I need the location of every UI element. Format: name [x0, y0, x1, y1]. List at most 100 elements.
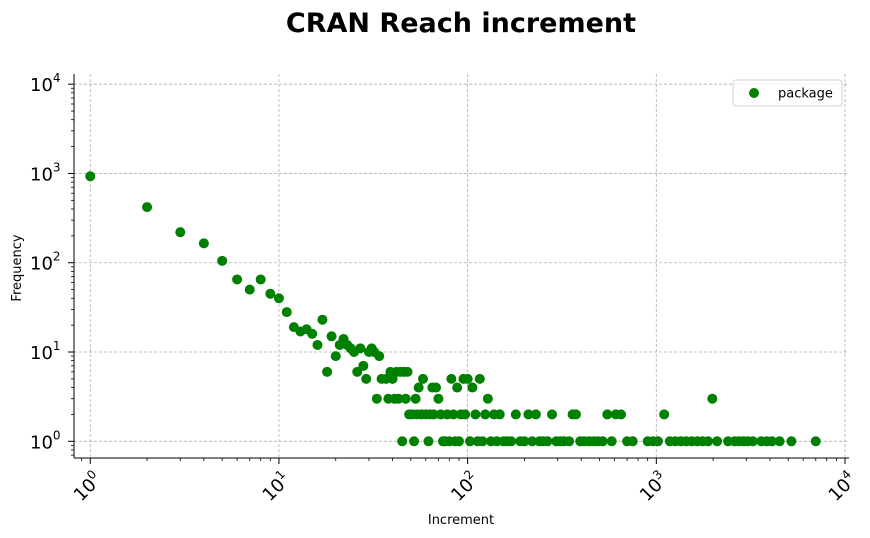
y-tick-exponent: 4 [53, 71, 61, 85]
data-point [547, 409, 558, 420]
data-point [142, 202, 153, 213]
data-point [477, 436, 488, 447]
data-point [175, 227, 186, 238]
data-point [265, 288, 276, 299]
legend: package [732, 79, 843, 107]
y-tick-label: 103 [30, 160, 61, 185]
y-tick-label: 104 [30, 71, 61, 96]
data-point [417, 373, 428, 384]
data-point [317, 314, 328, 325]
y-tick-base: 10 [30, 254, 53, 275]
grid-layer [74, 74, 849, 458]
data-point [358, 360, 369, 371]
y-tick-base: 10 [30, 164, 53, 185]
x-tick-text: 100 [68, 467, 107, 506]
data-point [786, 436, 797, 447]
data-point [659, 409, 670, 420]
data-point [453, 436, 464, 447]
data-point [198, 238, 209, 249]
data-point [217, 255, 228, 266]
legend-marker [749, 88, 759, 98]
data-point [570, 409, 581, 420]
data-point [423, 436, 434, 447]
data-point [255, 274, 266, 285]
data-point [527, 436, 538, 447]
data-point [371, 393, 382, 404]
data-point [273, 293, 284, 304]
data-point [606, 436, 617, 447]
data-point [774, 436, 785, 447]
data-point [397, 436, 408, 447]
data-point [402, 366, 413, 377]
data-point [810, 436, 821, 447]
data-point [433, 393, 444, 404]
data-point [465, 436, 476, 447]
y-tick-label: 102 [30, 250, 61, 275]
x-tick-label: 103 [634, 467, 673, 506]
x-tick-text: 102 [445, 467, 484, 506]
chart-title: CRAN Reach increment [286, 8, 636, 39]
data-point [542, 436, 553, 447]
y-tick-base: 10 [30, 343, 53, 364]
data-point [330, 351, 341, 362]
data-point [564, 436, 575, 447]
data-point [85, 171, 96, 182]
x-tick-label: 104 [825, 467, 856, 506]
y-tick-exponent: 2 [53, 250, 61, 264]
y-tick-exponent: 0 [53, 428, 61, 442]
data-point [462, 373, 473, 384]
data-point [326, 331, 337, 342]
data-point [312, 339, 323, 350]
data-point [361, 373, 372, 384]
data-point [374, 351, 385, 362]
data-point [703, 436, 714, 447]
y-tick-base: 10 [30, 75, 53, 96]
x-axis-label: Increment [428, 513, 494, 528]
data-point [410, 393, 421, 404]
data-point [766, 436, 777, 447]
data-point [400, 393, 411, 404]
data-point [519, 436, 530, 447]
x-tick-label: 100 [68, 467, 107, 506]
data-point [707, 393, 718, 404]
data-point [474, 373, 485, 384]
data-point [482, 393, 493, 404]
data-point [307, 328, 318, 339]
y-tick-exponent: 3 [53, 160, 61, 174]
y-tick-exponent: 1 [53, 339, 61, 353]
data-point [322, 366, 333, 377]
data-point [494, 409, 505, 420]
legend-box [732, 79, 843, 107]
y-tick-label: 101 [30, 339, 61, 364]
x-tick-text: 101 [256, 467, 295, 506]
y-tick-label: 100 [30, 428, 61, 453]
data-point [510, 409, 521, 420]
y-tick-base: 10 [30, 432, 53, 453]
data-point [448, 409, 459, 420]
data-point [431, 382, 442, 393]
data-point [597, 436, 608, 447]
x-axis-ticks: 100 101 102 103 104 [68, 458, 856, 506]
data-point [627, 436, 638, 447]
y-axis-label: Frequency [10, 234, 25, 301]
data-point [232, 274, 243, 285]
data-point [602, 409, 613, 420]
data-point [747, 436, 758, 447]
data-point [446, 373, 457, 384]
data-point [460, 409, 471, 420]
data-point [244, 284, 255, 295]
data-point [523, 409, 534, 420]
data-point [428, 409, 439, 420]
data-point [467, 382, 478, 393]
axes-spines [73, 74, 849, 459]
data-point [506, 436, 517, 447]
data-point [712, 436, 723, 447]
data-point [616, 409, 627, 420]
data-point [652, 436, 663, 447]
data-point [409, 436, 420, 447]
data-point [281, 307, 292, 318]
x-tick-text: 103 [634, 467, 673, 506]
data-points [85, 171, 821, 447]
